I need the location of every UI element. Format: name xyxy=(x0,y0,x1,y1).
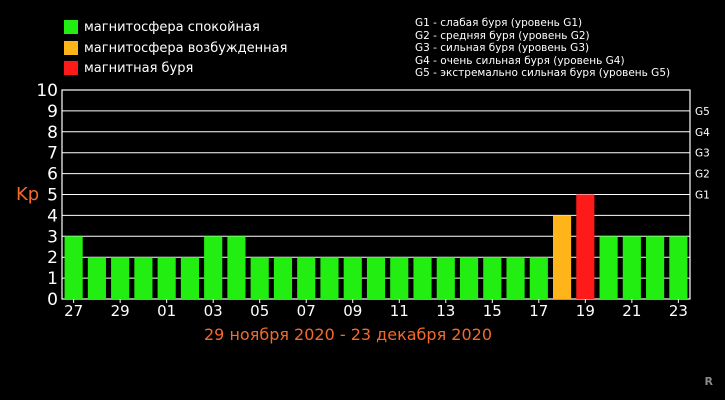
x-tick-label: 09 xyxy=(343,302,362,320)
bar xyxy=(134,257,153,299)
legend-label: магнитосфера спокойная xyxy=(84,19,260,35)
x-tick-label: 01 xyxy=(157,302,176,320)
storm-level-g5: G5 - экстремально сильная буря (уровень … xyxy=(415,67,671,80)
storm-level-g1: G1 - слабая буря (уровень G1) xyxy=(415,17,583,29)
g-level-tick: G3 xyxy=(695,148,710,160)
bar xyxy=(553,215,572,299)
legend-item: магнитная буря xyxy=(64,58,193,78)
bar xyxy=(250,257,269,299)
storm-levels-legend: G1 - слабая буря (уровень G1) G2 - средн… xyxy=(415,17,670,80)
storm-level-g2: G2 - средняя буря (уровень G2) xyxy=(415,29,590,42)
storm-level-g3: G3 - сильная буря (уровень G3) xyxy=(415,42,590,55)
bar xyxy=(227,236,246,299)
y-tick-label: 9 xyxy=(47,102,58,122)
x-tick-label: 23 xyxy=(669,302,688,320)
x-tick-label: 07 xyxy=(297,302,316,320)
bar xyxy=(459,257,479,299)
x-tick-label: 03 xyxy=(204,302,223,320)
x-tick-label: 05 xyxy=(250,302,269,320)
y-tick-label: 0 xyxy=(47,290,58,310)
bar xyxy=(413,257,432,299)
x-tick-label: 17 xyxy=(529,302,548,320)
y-axis-label: Kp xyxy=(16,184,39,205)
x-tick-label: 15 xyxy=(483,302,502,320)
bar xyxy=(87,257,106,299)
corner-mark: R xyxy=(704,375,713,388)
x-tick-label: 19 xyxy=(576,302,595,320)
y-tick-label: 4 xyxy=(47,206,58,226)
bar xyxy=(622,236,641,299)
y-tick-label: 2 xyxy=(47,248,58,268)
bar xyxy=(320,257,339,299)
legend-label: магнитосфера возбужденная xyxy=(84,40,288,56)
bar xyxy=(157,257,176,299)
bar xyxy=(599,236,618,299)
bar xyxy=(669,236,688,299)
legend-swatch xyxy=(64,20,78,34)
date-range-label: 29 ноября 2020 - 23 декабря 2020 xyxy=(204,325,492,344)
x-tick-label: 13 xyxy=(436,302,455,320)
bar xyxy=(111,257,130,299)
x-tick-label: 21 xyxy=(622,302,641,320)
y-tick-label: 7 xyxy=(47,144,58,164)
bar xyxy=(297,257,316,299)
g-level-tick: G1 xyxy=(695,190,710,202)
x-tick-label: 11 xyxy=(390,302,409,320)
x-tick-label: 29 xyxy=(111,302,130,320)
bar xyxy=(506,257,525,299)
y-tick-label: 6 xyxy=(47,165,58,185)
y-tick-label: 1 xyxy=(47,269,58,289)
y-tick-label: 10 xyxy=(36,81,58,101)
g-level-tick: G5 xyxy=(695,106,710,118)
bar xyxy=(180,257,199,299)
bar xyxy=(343,257,362,299)
bar xyxy=(576,194,595,299)
bar xyxy=(483,257,502,299)
bar xyxy=(64,236,83,299)
g-level-tick: G4 xyxy=(695,127,710,139)
y-tick-label: 8 xyxy=(47,123,58,143)
bar xyxy=(390,257,409,299)
legend-item: магнитосфера спокойная xyxy=(64,17,260,37)
bar xyxy=(273,257,293,299)
bar xyxy=(529,257,548,299)
legend-label: магнитная буря xyxy=(84,60,194,76)
y-tick-label: 5 xyxy=(47,186,58,206)
y-tick-label: 3 xyxy=(47,227,58,247)
legend-swatch xyxy=(64,61,78,75)
bar xyxy=(366,257,386,299)
legend-swatch xyxy=(64,41,78,55)
storm-level-g4: G4 - очень сильная буря (уровень G4) xyxy=(415,54,625,67)
g-level-tick: G2 xyxy=(695,169,710,181)
bar xyxy=(204,236,223,299)
bar xyxy=(436,257,455,299)
legend-item: магнитосфера возбужденная xyxy=(64,38,287,58)
x-tick-label: 27 xyxy=(64,302,83,320)
bar xyxy=(646,236,665,299)
